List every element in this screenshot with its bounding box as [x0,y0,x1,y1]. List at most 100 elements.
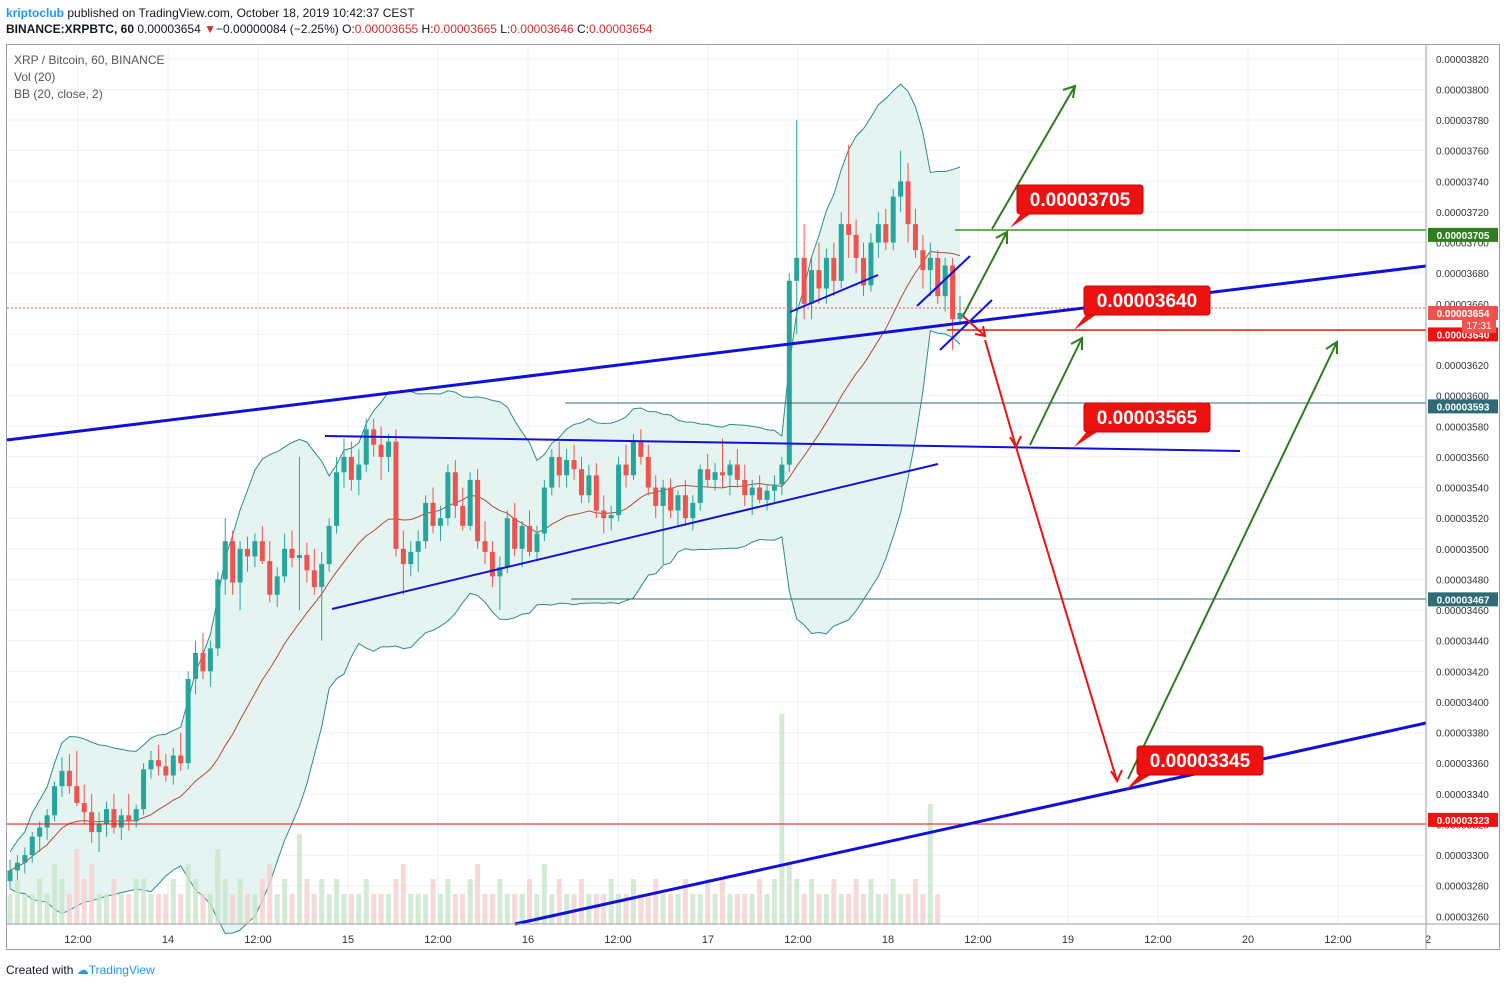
candle-body [170,755,176,776]
candle-body [853,234,859,258]
volume-bar [682,879,688,924]
volume-bar [875,894,881,924]
volume-bar [734,894,740,924]
price-badge [1428,305,1498,320]
callout-label-3705: 0.00003705 [1030,190,1131,211]
volume-bar [393,879,399,924]
volume-bar [809,879,815,924]
volume-bar [74,849,80,924]
volume-bar [237,879,243,924]
y-tick-label: 0.00003800 [1436,85,1489,96]
candle-body [831,257,837,281]
volume-bar [326,894,332,924]
legend-title[interactable]: XRP / Bitcoin, 60, BINANCE [14,53,165,67]
volume-bar [148,894,154,924]
candle-body [81,803,87,813]
volume-bar [89,864,95,924]
y-tick-label: 0.00003700 [1436,239,1489,250]
candle-body [608,515,614,519]
candle-body [690,502,696,519]
price-axis: 0.00003820 0.00003800 0.00003780 0.00003760… [1436,55,1489,924]
y-tick-label: 0.00003820 [1436,55,1489,66]
volume-bar [645,894,651,924]
volume-bar [178,894,184,924]
published-text: published on TradingView.com, October 18… [67,6,415,20]
candle-body [519,525,525,549]
close-value: 0.00003654 [589,22,653,36]
chart-pane[interactable] [6,44,1500,950]
trendline-upper-channel [6,264,1427,442]
candle-body [957,312,963,320]
x-tick-label: 12:00 [604,934,632,946]
volume-bar [794,879,800,924]
callout-box [1083,285,1211,316]
candle-body [267,561,273,595]
volume-bar [690,894,696,924]
candle-body [489,551,495,577]
trendline-wedge-b [939,299,993,351]
callout-label-3345: 0.00003345 [1150,751,1251,772]
green-arrows [962,84,1338,780]
volume-bar [616,894,622,924]
volume-bar [274,894,280,924]
volume-bar [905,894,911,924]
legend-volume[interactable]: Vol (20) [14,70,56,84]
candle-body [282,548,288,577]
tradingview-logo-icon[interactable]: ☁ [76,963,89,977]
volume-bar [111,879,117,924]
volume-bar [764,894,770,924]
volume-bar [660,894,666,924]
volume-bar [883,894,889,924]
y-tick-label: 0.00003400 [1436,698,1489,709]
created-with-label: Created with [6,963,74,977]
candle-body [482,541,488,552]
volume-bar [898,894,904,924]
volume-bar [927,804,933,924]
volume-bar [720,879,725,924]
candle-body [601,510,607,519]
publish-info: kriptoclub published on TradingView.com,… [6,6,415,20]
volume-bar [935,894,941,924]
volume-bar [549,894,555,924]
y-tick-label: 0.00003260 [1436,912,1489,923]
candle-body [311,570,317,588]
candle-body [668,487,674,511]
x-tick-label: 15 [342,934,354,946]
candle-body [230,541,236,583]
volume-bar [96,894,102,924]
candle-body [942,265,948,297]
volume-bar [304,879,310,924]
tradingview-brand[interactable]: TradingView [88,963,155,977]
volume-bar [44,894,50,924]
volume-bar [512,894,518,924]
trendline-flag-low [789,274,879,313]
y-tick-label: 0.00003740 [1436,177,1489,188]
candle-body [245,548,250,557]
y-tick-label: 0.00003460 [1436,606,1489,617]
volume-bar [519,894,525,924]
volume-bar [920,894,926,924]
publisher-name[interactable]: kriptoclub [6,6,65,20]
candle-body [794,257,800,281]
candle-body [593,475,599,511]
volume-bar [861,894,867,924]
candle-body [163,766,169,776]
volume-bar [578,879,584,924]
candle-body [868,242,874,286]
y-tick-label: 0.00003620 [1436,361,1489,372]
candle-body [37,827,43,837]
ohlc-bar: BINANCE:XRPBTC, 60 0.00003654 ▼−0.000000… [6,22,652,36]
candle-body [237,548,243,583]
legend-bollinger[interactable]: BB (20, close, 2) [14,87,103,101]
candle-body [727,464,733,476]
candle-body [66,770,72,787]
candle-body [950,265,956,320]
volume-bar [207,894,213,924]
volume-bar [7,894,13,924]
candle-body [148,760,154,770]
y-tick-label: 0.00003420 [1436,667,1489,678]
volume-bar [311,894,317,924]
callout-3345: 0.00003345 [1126,745,1264,790]
candle-body [200,652,206,672]
